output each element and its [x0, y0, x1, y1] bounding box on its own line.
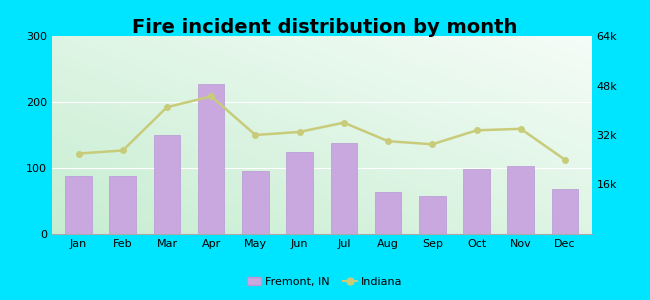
Text: Fire incident distribution by month: Fire incident distribution by month	[133, 18, 517, 37]
Bar	[552, 189, 578, 234]
Legend: Fremont, IN, Indiana: Fremont, IN, Indiana	[243, 273, 407, 291]
Bar	[153, 135, 180, 234]
Bar	[463, 169, 490, 234]
Bar	[198, 83, 224, 234]
Bar	[419, 196, 445, 234]
Bar	[508, 166, 534, 234]
Bar	[109, 176, 136, 234]
Bar	[375, 192, 401, 234]
Bar	[242, 171, 268, 234]
Bar	[65, 176, 92, 234]
Bar	[287, 152, 313, 234]
Bar	[331, 143, 357, 234]
